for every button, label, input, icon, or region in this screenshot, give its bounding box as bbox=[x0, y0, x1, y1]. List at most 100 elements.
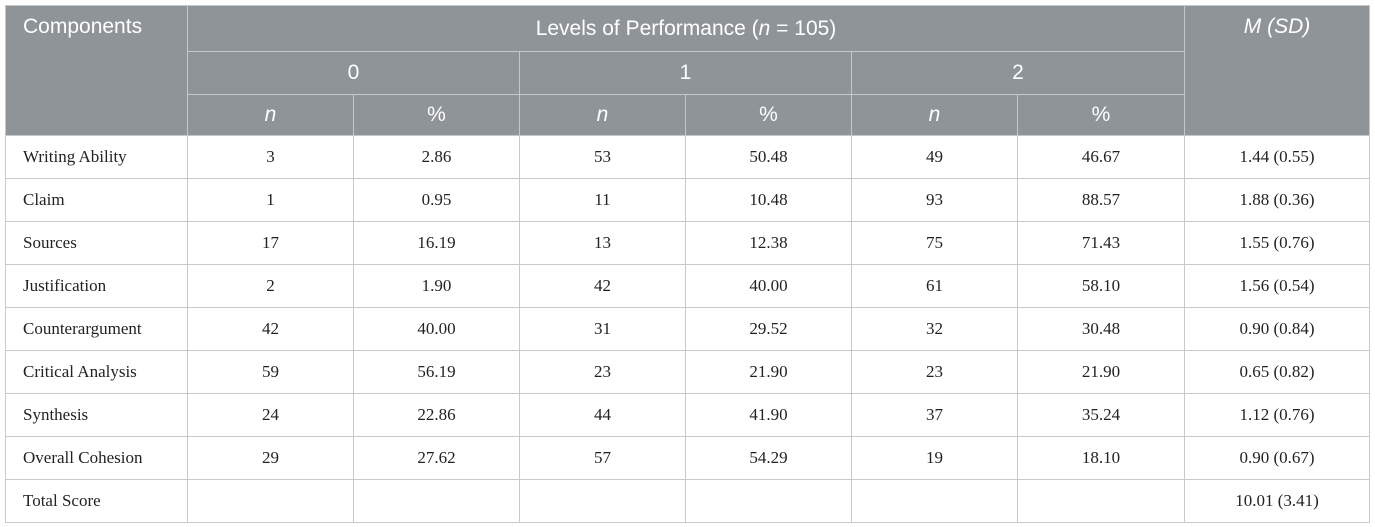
row-label: Writing Ability bbox=[5, 135, 188, 179]
header-level-2-n: n bbox=[851, 94, 1018, 136]
cell-level2-pct: 58.10 bbox=[1017, 264, 1185, 308]
cell-level0-pct bbox=[353, 479, 520, 523]
header-level-2: 2 bbox=[851, 51, 1185, 95]
table-row: Counterargument 42 40.00 31 29.52 32 30.… bbox=[5, 307, 1370, 351]
cell-level0-n: 24 bbox=[187, 393, 354, 437]
cell-level1-pct: 41.90 bbox=[685, 393, 852, 437]
cell-level2-n: 49 bbox=[851, 135, 1018, 179]
cell-level1-n: 53 bbox=[519, 135, 686, 179]
cell-mean-sd: 1.88 (0.36) bbox=[1184, 178, 1370, 222]
table-row: Claim 1 0.95 11 10.48 93 88.57 1.88 (0.3… bbox=[5, 178, 1370, 222]
msd-label: M (SD) bbox=[1243, 15, 1311, 38]
cell-level2-n: 93 bbox=[851, 178, 1018, 222]
cell-level0-n: 29 bbox=[187, 436, 354, 480]
cell-mean-sd: 0.90 (0.84) bbox=[1184, 307, 1370, 351]
cell-level1-n bbox=[519, 479, 686, 523]
cell-level0-pct: 16.19 bbox=[353, 221, 520, 265]
cell-level1-n: 57 bbox=[519, 436, 686, 480]
table-row: Critical Analysis 59 56.19 23 21.90 23 2… bbox=[5, 350, 1370, 394]
cell-level2-pct: 46.67 bbox=[1017, 135, 1185, 179]
cell-level1-n: 11 bbox=[519, 178, 686, 222]
table-row: Synthesis 24 22.86 44 41.90 37 35.24 1.1… bbox=[5, 393, 1370, 437]
cell-level0-pct: 27.62 bbox=[353, 436, 520, 480]
row-label: Justification bbox=[5, 264, 188, 308]
n-label: n bbox=[264, 103, 277, 126]
table-header: Components Levels of Performance (n = 10… bbox=[5, 5, 1370, 136]
cell-level2-pct: 21.90 bbox=[1017, 350, 1185, 394]
levels-suffix: = 105) bbox=[770, 16, 837, 40]
cell-level0-n: 42 bbox=[187, 307, 354, 351]
table-row: Overall Cohesion 29 27.62 57 54.29 19 18… bbox=[5, 436, 1370, 480]
cell-level0-pct: 1.90 bbox=[353, 264, 520, 308]
header-level-0-n: n bbox=[187, 94, 354, 136]
cell-level1-pct bbox=[685, 479, 852, 523]
header-level-0: 0 bbox=[187, 51, 520, 95]
row-label: Overall Cohesion bbox=[5, 436, 188, 480]
header-components: Components bbox=[5, 5, 188, 136]
table-row: Sources 17 16.19 13 12.38 75 71.43 1.55 … bbox=[5, 221, 1370, 265]
header-levels-of-performance: Levels of Performance (n = 105) bbox=[187, 5, 1185, 52]
n-label: n bbox=[596, 103, 609, 126]
cell-level2-n: 37 bbox=[851, 393, 1018, 437]
row-label: Synthesis bbox=[5, 393, 188, 437]
performance-table: Components Levels of Performance (n = 10… bbox=[5, 5, 1370, 523]
header-level-1-n: n bbox=[519, 94, 686, 136]
cell-mean-sd: 1.55 (0.76) bbox=[1184, 221, 1370, 265]
cell-level2-n: 19 bbox=[851, 436, 1018, 480]
cell-level2-pct: 30.48 bbox=[1017, 307, 1185, 351]
cell-level1-pct: 21.90 bbox=[685, 350, 852, 394]
cell-mean-sd: 10.01 (3.41) bbox=[1184, 479, 1370, 523]
table-row: Justification 2 1.90 42 40.00 61 58.10 1… bbox=[5, 264, 1370, 308]
cell-level0-n: 59 bbox=[187, 350, 354, 394]
cell-level2-n: 32 bbox=[851, 307, 1018, 351]
cell-level0-pct: 22.86 bbox=[353, 393, 520, 437]
header-mean-sd: M (SD) bbox=[1184, 5, 1370, 136]
cell-level1-pct: 10.48 bbox=[685, 178, 852, 222]
cell-level1-pct: 50.48 bbox=[685, 135, 852, 179]
cell-level1-n: 23 bbox=[519, 350, 686, 394]
cell-level0-n: 3 bbox=[187, 135, 354, 179]
cell-level1-pct: 29.52 bbox=[685, 307, 852, 351]
row-label: Critical Analysis bbox=[5, 350, 188, 394]
cell-mean-sd: 1.56 (0.54) bbox=[1184, 264, 1370, 308]
cell-mean-sd: 0.90 (0.67) bbox=[1184, 436, 1370, 480]
performance-table-container: Components Levels of Performance (n = 10… bbox=[5, 5, 1370, 523]
levels-n: n bbox=[758, 16, 771, 40]
header-level-0-pct: % bbox=[353, 94, 520, 136]
levels-prefix: Levels of Performance ( bbox=[535, 16, 759, 40]
table-row: Writing Ability 3 2.86 53 50.48 49 46.67… bbox=[5, 135, 1370, 179]
header-level-2-pct: % bbox=[1017, 94, 1185, 136]
cell-level1-pct: 54.29 bbox=[685, 436, 852, 480]
cell-level0-n: 1 bbox=[187, 178, 354, 222]
cell-level1-n: 13 bbox=[519, 221, 686, 265]
cell-level1-n: 44 bbox=[519, 393, 686, 437]
row-label: Sources bbox=[5, 221, 188, 265]
cell-level2-pct bbox=[1017, 479, 1185, 523]
cell-level2-n: 23 bbox=[851, 350, 1018, 394]
header-level-1: 1 bbox=[519, 51, 852, 95]
cell-mean-sd: 1.12 (0.76) bbox=[1184, 393, 1370, 437]
cell-level2-pct: 88.57 bbox=[1017, 178, 1185, 222]
row-label: Total Score bbox=[5, 479, 188, 523]
cell-mean-sd: 0.65 (0.82) bbox=[1184, 350, 1370, 394]
cell-level0-pct: 2.86 bbox=[353, 135, 520, 179]
cell-level2-n bbox=[851, 479, 1018, 523]
cell-level0-n: 17 bbox=[187, 221, 354, 265]
cell-level0-pct: 0.95 bbox=[353, 178, 520, 222]
row-label: Claim bbox=[5, 178, 188, 222]
cell-level1-n: 31 bbox=[519, 307, 686, 351]
cell-level0-n bbox=[187, 479, 354, 523]
cell-level1-pct: 40.00 bbox=[685, 264, 852, 308]
table-body: Writing Ability 3 2.86 53 50.48 49 46.67… bbox=[5, 135, 1370, 523]
row-label: Counterargument bbox=[5, 307, 188, 351]
cell-level0-n: 2 bbox=[187, 264, 354, 308]
cell-level1-pct: 12.38 bbox=[685, 221, 852, 265]
table-row-total: Total Score 10.01 (3.41) bbox=[5, 479, 1370, 523]
cell-level0-pct: 40.00 bbox=[353, 307, 520, 351]
cell-level0-pct: 56.19 bbox=[353, 350, 520, 394]
header-level-1-pct: % bbox=[685, 94, 852, 136]
cell-level1-n: 42 bbox=[519, 264, 686, 308]
cell-level2-n: 61 bbox=[851, 264, 1018, 308]
cell-level2-pct: 35.24 bbox=[1017, 393, 1185, 437]
cell-level2-n: 75 bbox=[851, 221, 1018, 265]
